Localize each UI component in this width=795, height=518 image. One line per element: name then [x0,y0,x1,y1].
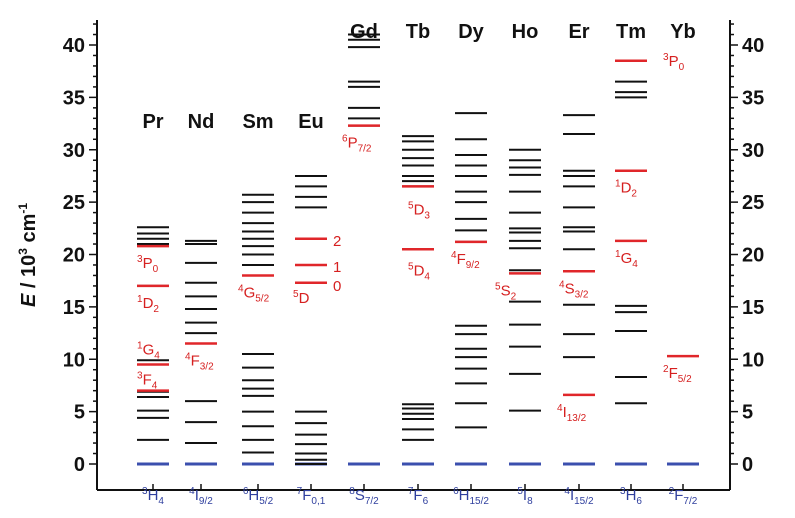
element-label-gd: Gd [350,21,378,43]
y-tick-label-left: 10 [63,349,85,371]
element-label-er: Er [568,21,589,43]
ground-term-label: 2F7/2 [669,486,698,507]
state-label: 3P0 [137,254,159,275]
state-label: 0 [333,278,341,295]
element-label-eu: Eu [298,111,324,133]
ground-term-label: 4I15/2 [564,486,594,507]
y-tick-label-left: 20 [63,245,85,267]
y-tick-label-left: 5 [74,402,85,424]
state-label: 5S2 [495,281,517,302]
state-label: 1D2 [137,294,159,315]
state-label: 5D4 [408,261,430,282]
y-tick-label-left: 25 [63,192,85,214]
state-label: 5D [293,289,310,307]
state-label: 1G4 [137,340,160,361]
y-axis-label: E / 103 cm-1 [16,203,40,307]
state-label: 4F3/2 [185,352,214,373]
element-label-tm: Tm [616,21,646,43]
ground-term-label: 3H6 [620,486,642,507]
element-label-tb: Tb [406,21,430,43]
state-label: 3P0 [663,52,685,73]
level-labels: Pr 3H4 Nd 4I9/2 Sm 6H5/2 Eu 7F0,1 Gd 8S7/2 Tb 7F6 Dy… [137,21,698,507]
state-label: 2F5/2 [663,364,692,385]
y-tick-label-right: 15 [742,297,764,319]
y-tick-label-left: 0 [74,454,85,476]
ground-term-label: 7F6 [408,486,429,507]
state-label: 4F9/2 [451,250,480,271]
state-label: 4I13/2 [557,403,587,424]
y-tick-label-left: 15 [63,297,85,319]
ground-term-label: 4I9/2 [189,486,213,507]
y-tick-label-left: 30 [63,140,85,162]
state-label: 1G4 [615,249,638,270]
ground-term-label: 5I8 [517,486,533,507]
y-tick-label-left: 35 [63,87,85,109]
element-label-nd: Nd [188,111,215,133]
ground-term-label: 7F0,1 [297,486,326,507]
state-label: 2 [333,233,341,250]
y-tick-label-right: 10 [742,349,764,371]
element-label-pr: Pr [142,111,163,133]
element-label-yb: Yb [670,21,696,43]
y-tick-label-right: 5 [742,402,753,424]
state-label: 3F4 [137,371,158,392]
y-tick-label-left: 40 [63,35,85,57]
element-label-sm: Sm [242,111,273,133]
state-label: 1 [333,259,341,276]
y-tick-label-right: 30 [742,140,764,162]
y-tick-label-right: 40 [742,35,764,57]
ground-term-label: 8S7/2 [349,486,379,507]
state-label: 4G5/2 [238,283,270,304]
ground-term-label: 6H15/2 [453,486,489,507]
energy-levels [137,33,699,466]
ground-term-label: 6H5/2 [243,486,274,507]
state-label: 5D3 [408,201,430,222]
element-label-dy: Dy [458,21,484,43]
state-label: 6P7/2 [342,134,372,155]
y-tick-label-right: 20 [742,245,764,267]
ground-term-label: 3H4 [142,486,164,507]
y-tick-label-right: 0 [742,454,753,476]
y-tick-label-right: 35 [742,87,764,109]
y-tick-label-right: 25 [742,192,764,214]
state-label: 4S3/2 [559,279,589,300]
state-label: 1D2 [615,179,637,200]
element-label-ho: Ho [512,21,539,43]
